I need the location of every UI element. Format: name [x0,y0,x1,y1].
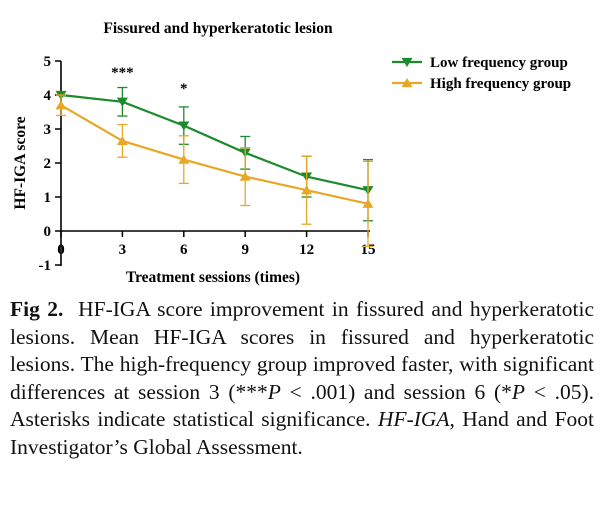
significance-marker: *** [111,65,134,81]
data-point-marker [178,154,190,164]
y-tick-label: 1 [44,190,52,206]
data-point-marker [362,198,374,208]
series-line [60,93,369,192]
caption-text-2: < .001) and session 6 (* [280,379,512,404]
series-low-frequency [55,86,374,222]
legend-label: High frequency group [430,76,571,92]
figure-label: Fig 2. [10,297,64,321]
y-tick-label: 2 [44,156,52,172]
legend-label: Low frequency group [430,55,568,71]
data-point-marker [116,135,128,146]
data-point-marker [116,97,128,107]
caption-text-3: < .05). Asterisks indicate statistical s… [10,379,594,432]
significance-marker: * [180,81,188,97]
p-variable-1: P [267,379,281,404]
p-variable-2: P [511,379,526,404]
data-point-marker [178,121,190,131]
y-tick-label: -1 [39,258,52,274]
y-tick-label: 0 [44,224,52,240]
x-tick-label: 6 [180,242,188,258]
data-point-marker [55,100,67,110]
y-axis-label: HF-IGA score [12,116,29,209]
data-point-marker [401,57,413,67]
y-tick-label: 5 [44,54,52,70]
data-point-marker [301,185,313,195]
data-point-marker [239,171,251,181]
x-tick-label: 3 [119,242,127,258]
x-tick-label: 9 [241,242,249,258]
series-high-frequency [55,94,374,247]
abbreviation: HF-IGA [377,407,450,431]
x-axis-label: Treatment sessions (times) [126,269,300,286]
series-line [60,104,369,205]
data-point-marker [401,78,413,88]
legend-entry: High frequency group [392,76,571,92]
caption-text-1: HF-IGA score improvement in fissured and… [10,297,595,404]
x-tick-label: 12 [299,242,314,258]
y-tick-label: 4 [44,88,52,104]
caption-text-4: , Hand and Foot Investigator’s Global As… [10,407,594,459]
chart-title: Fissured and hyperkeratotic lesion [103,20,333,37]
line-chart: Fissured and hyperkeratotic lesion HF-IG… [12,20,571,286]
figure-caption: Fig 2. HF-IGA score improvement in fissu… [10,296,594,461]
legend-entry: Low frequency group [392,55,568,71]
x-tick-label: 0 [57,242,65,258]
y-tick-label: 3 [44,122,52,138]
